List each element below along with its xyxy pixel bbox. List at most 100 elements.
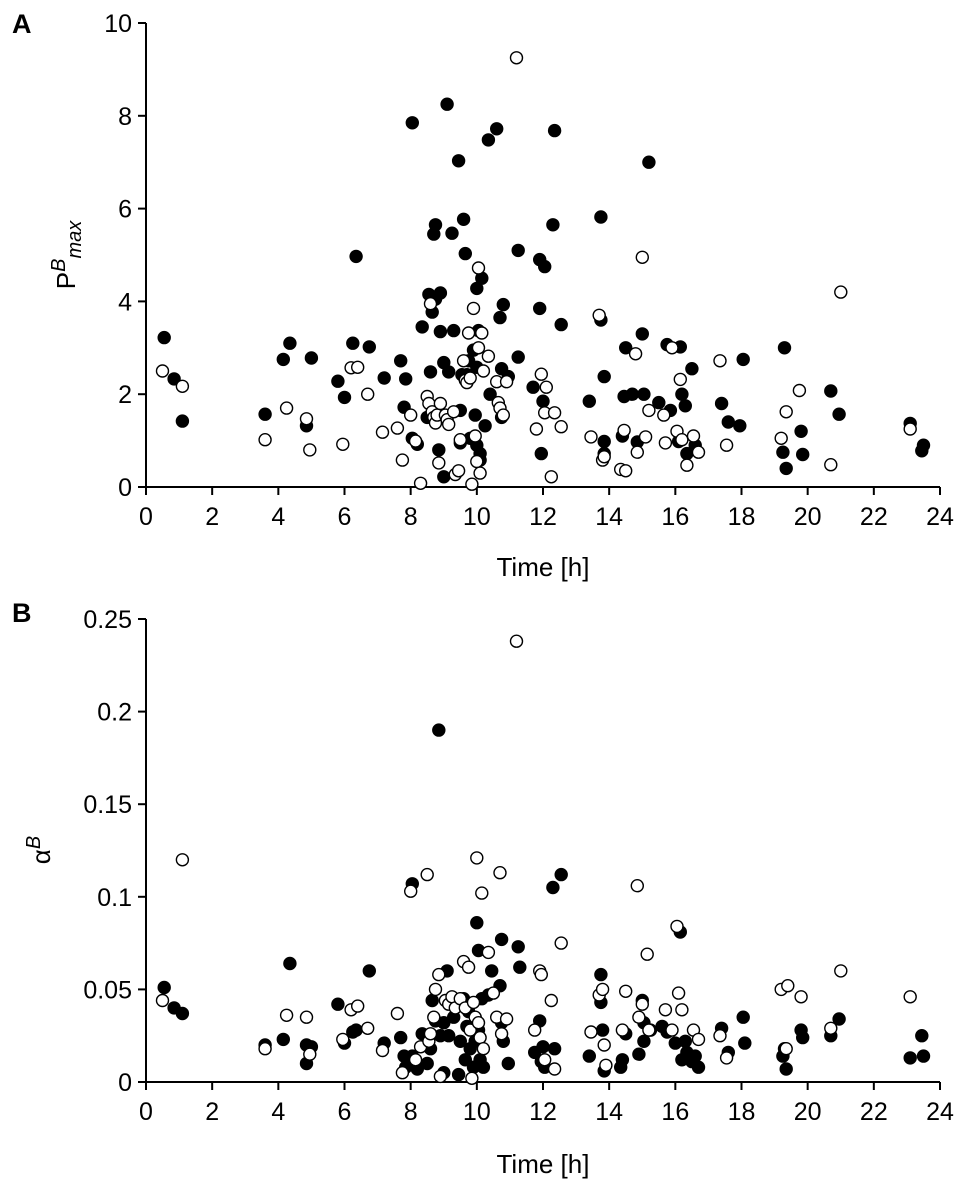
panel-b-y-tick-label: 0.25 (83, 606, 132, 634)
panel-a-open-point (642, 403, 656, 418)
panel-a-filled-point (483, 387, 497, 401)
panel-a-x-tick-label: 24 (926, 503, 954, 531)
panel-a-filled-point (916, 438, 931, 452)
panel-a-filled-point (445, 226, 459, 240)
panel-b-open-point (824, 1021, 838, 1036)
panel-a-open-point (465, 477, 479, 491)
panel-a-open-point (675, 433, 689, 447)
panel-a-open-point (456, 354, 471, 368)
panel-b-filled-point (485, 964, 499, 978)
panel-a-open-point (509, 51, 524, 65)
panel-b-filled-point (494, 932, 509, 947)
panel-b-filled-point (632, 1047, 646, 1061)
panel-b-open-point (509, 634, 524, 648)
panel-b-open-point (175, 853, 190, 867)
panel-b-filled-point (678, 1034, 692, 1049)
panel-a-filled-point (490, 122, 504, 136)
panel-a-open-point (529, 422, 544, 436)
panel-a-filled-point (635, 327, 649, 341)
panel-a-open-point (461, 326, 476, 340)
panel-b-open-point (597, 1038, 611, 1052)
panel-b-open-point (635, 997, 649, 1011)
panel-a-filled-point (346, 336, 360, 350)
panel-a-x-tick-label: 18 (728, 503, 756, 531)
panel-b-filled-point (453, 1034, 467, 1049)
panel-b-open-point (461, 960, 476, 974)
panel-a-filled-point (637, 387, 651, 401)
panel-a-x-tick-label: 22 (860, 503, 888, 531)
panel-a-open-point (361, 387, 375, 401)
panel-b-filled-point (513, 960, 527, 974)
panel-b-open-point (361, 1021, 375, 1036)
panel-b-filled-point (432, 723, 446, 737)
panel-a-filled-point (349, 249, 363, 264)
panel-a-open-point (155, 364, 170, 378)
panel-b-open-point (779, 1041, 793, 1056)
panel-a-open-point (584, 430, 598, 444)
panel-a-x-tick-label: 8 (404, 503, 418, 531)
panel-a-x-tick-label: 6 (338, 503, 352, 531)
panel-a-filled-point (437, 470, 451, 484)
panel-b-open-point (155, 993, 170, 1008)
panel-a-open-point (413, 476, 428, 490)
panel-b-filled-point (175, 1006, 190, 1021)
panel-a-filled-point (493, 310, 507, 325)
panel-b-open-point (632, 1010, 646, 1024)
panel-b-open-point (615, 1023, 630, 1037)
panel-a-filled-point (331, 374, 345, 388)
panel-b-open-point (499, 1012, 514, 1026)
panel-a-open-point (423, 297, 438, 311)
panel-a-open-point (628, 347, 643, 361)
panel-a-open-point (408, 434, 423, 448)
panel-a-filled-point (796, 447, 810, 462)
panel-a-open-point (638, 430, 653, 444)
panel-b-filled-point (738, 1036, 752, 1050)
panel-b-open-point (584, 1025, 598, 1039)
panel-a-x-tick-label: 16 (661, 503, 689, 531)
panel-a-filled-point (283, 336, 297, 350)
panel-a-filled-point (733, 419, 747, 433)
panel-a-open-point (475, 326, 489, 340)
panel-a-open-point (619, 464, 633, 478)
panel-a-filled-point (451, 154, 466, 168)
panel-b-open-point (903, 990, 917, 1004)
panel-a-filled-point (652, 395, 666, 410)
panel-b-filled-point (903, 1051, 917, 1065)
panel-a-filled-point (547, 123, 562, 138)
panel-a-y-tick-label: 0 (118, 474, 132, 502)
panel-b-filled-point (637, 1034, 651, 1049)
panel-b-y-axis-label: αB (23, 836, 56, 864)
panel-b-open-point (691, 1032, 706, 1047)
panel-a-filled-point (399, 372, 413, 386)
panel-a-x-tick-label: 14 (595, 503, 623, 531)
panel-a-filled-point (554, 317, 568, 332)
panel-a-open-point (390, 421, 405, 435)
panel-a-ylabel-base: P (51, 272, 81, 289)
panel-b-open-point (640, 947, 654, 961)
panel-a-y-tick-label: 10 (104, 10, 132, 38)
panel-a-open-point (468, 429, 482, 443)
panel-b-open-point (475, 886, 489, 900)
panel-a-open-point (471, 341, 486, 355)
panel-b-x-tick-label: 2 (205, 1098, 219, 1126)
panel-b-filled-point (582, 1049, 596, 1063)
panel-a-filled-point (534, 446, 548, 461)
panel-a-open-point (719, 438, 734, 452)
panel-b-open-point (404, 884, 418, 898)
panel-a-x-tick-label: 20 (794, 503, 822, 531)
panel-a-filled-point (619, 341, 633, 355)
panel-a-filled-point (377, 371, 391, 385)
panel-b-open-point (781, 979, 795, 993)
panel-a-filled-point (276, 352, 290, 367)
panel-b-open-point (671, 986, 686, 1000)
panel-b-open-point (423, 1027, 438, 1041)
panel-a-filled-point (533, 301, 547, 316)
panel-b-x-tick-label: 20 (794, 1098, 822, 1126)
panel-b-open-point (432, 967, 446, 982)
panel-a-open-point (617, 423, 631, 438)
panel-b-x-axis-label: Time [h] (497, 1149, 590, 1179)
panel-a-open-point (404, 408, 418, 422)
panel-a-filled-point (496, 297, 510, 312)
panel-b-open-point (299, 1010, 314, 1024)
